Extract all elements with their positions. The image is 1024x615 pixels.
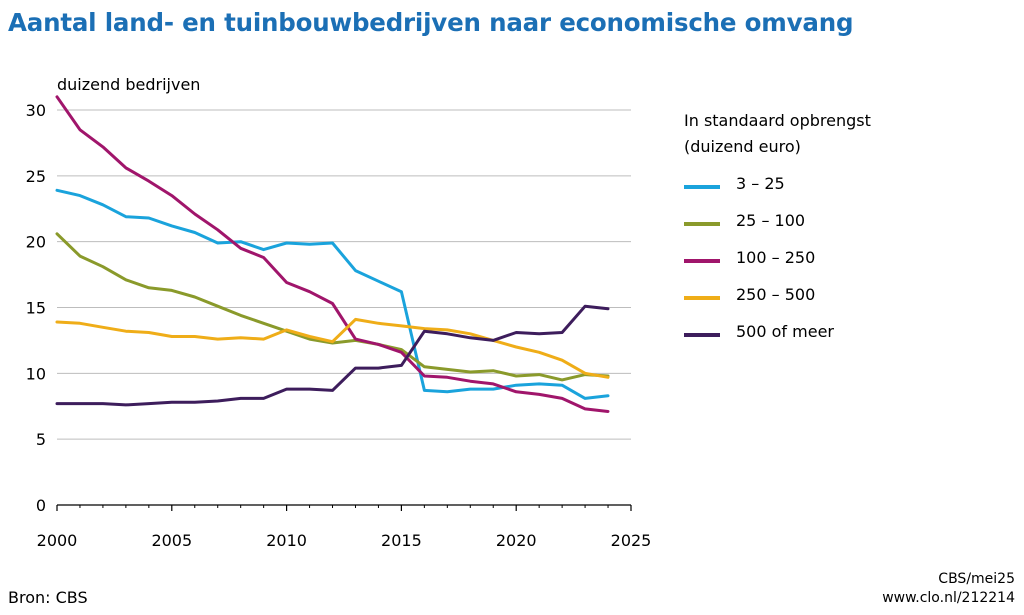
legend-item-3: 250 – 500 bbox=[684, 285, 944, 322]
y-tick-label: 15 bbox=[26, 299, 46, 318]
legend-swatch bbox=[684, 185, 720, 189]
legend-swatch bbox=[684, 296, 720, 300]
legend-label: 25 – 100 bbox=[736, 211, 806, 230]
x-tick-label: 2005 bbox=[151, 531, 192, 550]
legend-label: 250 – 500 bbox=[736, 285, 816, 304]
chart-title: Aantal land- en tuinbouwbedrijven naar e… bbox=[8, 8, 854, 37]
series-line-2 bbox=[55, 95, 610, 413]
legend-item-2: 100 – 250 bbox=[684, 248, 944, 285]
source-note: Bron: CBS bbox=[8, 588, 88, 607]
y-axis-label: duizend bedrijven bbox=[57, 75, 200, 94]
y-tick-label: 20 bbox=[26, 233, 46, 252]
series-line-3 bbox=[55, 317, 610, 379]
legend-label: 3 – 25 bbox=[736, 174, 785, 193]
legend-items: 3 – 25 25 – 100 100 – 250 250 – 500 500 of m… bbox=[684, 174, 944, 359]
legend-swatch bbox=[684, 333, 720, 337]
x-tick-label: 2020 bbox=[496, 531, 537, 550]
y-tick-label: 30 bbox=[26, 101, 46, 120]
legend-item-1: 25 – 100 bbox=[684, 211, 944, 248]
legend-title-line-2: (duizend euro) bbox=[684, 137, 801, 156]
legend-swatch bbox=[684, 222, 720, 226]
legend: In standaard opbrengst (duizend euro) 3 … bbox=[684, 108, 944, 359]
y-tick-label: 10 bbox=[26, 364, 46, 383]
series-line-1 bbox=[55, 232, 610, 382]
y-tick-label: 25 bbox=[26, 167, 46, 186]
legend-label: 500 of meer bbox=[736, 322, 834, 341]
credit-line-1: CBS/mei25 bbox=[938, 571, 1015, 587]
legend-item-0: 3 – 25 bbox=[684, 174, 944, 211]
series-line-4 bbox=[55, 304, 610, 407]
x-tick-label: 2025 bbox=[611, 531, 652, 550]
x-tick-label: 2010 bbox=[266, 531, 307, 550]
legend-title: In standaard opbrengst (duizend euro) bbox=[684, 108, 944, 160]
gridlines bbox=[57, 109, 631, 440]
credit-line-2: www.clo.nl/212214 bbox=[882, 590, 1015, 606]
legend-swatch bbox=[684, 259, 720, 263]
series-line-0 bbox=[55, 188, 610, 400]
legend-label: 100 – 250 bbox=[736, 248, 816, 267]
y-tick-label: 5 bbox=[36, 430, 46, 449]
legend-item-4: 500 of meer bbox=[684, 322, 944, 359]
credit-note: CBS/mei25 www.clo.nl/212214 bbox=[882, 570, 1015, 608]
y-tick-label: 0 bbox=[36, 496, 46, 515]
legend-title-line-1: In standaard opbrengst bbox=[684, 111, 871, 130]
x-tick-label: 2015 bbox=[381, 531, 422, 550]
x-tick-label: 2000 bbox=[37, 531, 78, 550]
series-lines bbox=[55, 95, 610, 413]
